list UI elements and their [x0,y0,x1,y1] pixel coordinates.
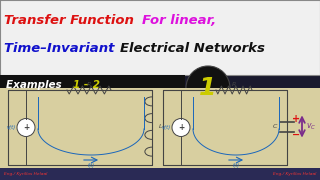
Text: R: R [87,82,91,87]
Circle shape [17,118,35,136]
Text: Transfer Function: Transfer Function [4,14,139,26]
Text: i(t): i(t) [233,163,239,168]
FancyBboxPatch shape [0,0,320,75]
Circle shape [172,118,190,136]
Text: Eng./ Kyrillos Helaal: Eng./ Kyrillos Helaal [4,172,47,176]
Text: v(t): v(t) [161,125,171,130]
Text: R: R [232,82,236,87]
Text: v(t): v(t) [6,125,16,130]
Text: Eng./ Kyrillos Helaal: Eng./ Kyrillos Helaal [273,172,316,176]
Text: +: + [178,123,184,132]
Text: 1: 1 [199,76,217,100]
FancyBboxPatch shape [0,75,185,95]
Text: Examples: Examples [6,80,65,90]
Text: Electrical Networks: Electrical Networks [120,42,265,55]
Text: C: C [273,124,277,129]
Text: −: − [292,129,300,140]
Text: For linear,: For linear, [142,14,216,26]
FancyBboxPatch shape [0,168,320,180]
FancyBboxPatch shape [0,88,320,168]
Text: $v_C$: $v_C$ [306,121,316,132]
Text: L: L [159,124,163,129]
Text: Time–Invariant: Time–Invariant [4,42,119,55]
Circle shape [186,66,230,110]
Text: 1 – 2: 1 – 2 [73,80,100,90]
Text: i(t): i(t) [87,163,94,168]
Text: +: + [292,114,300,123]
Text: +: + [23,123,29,132]
